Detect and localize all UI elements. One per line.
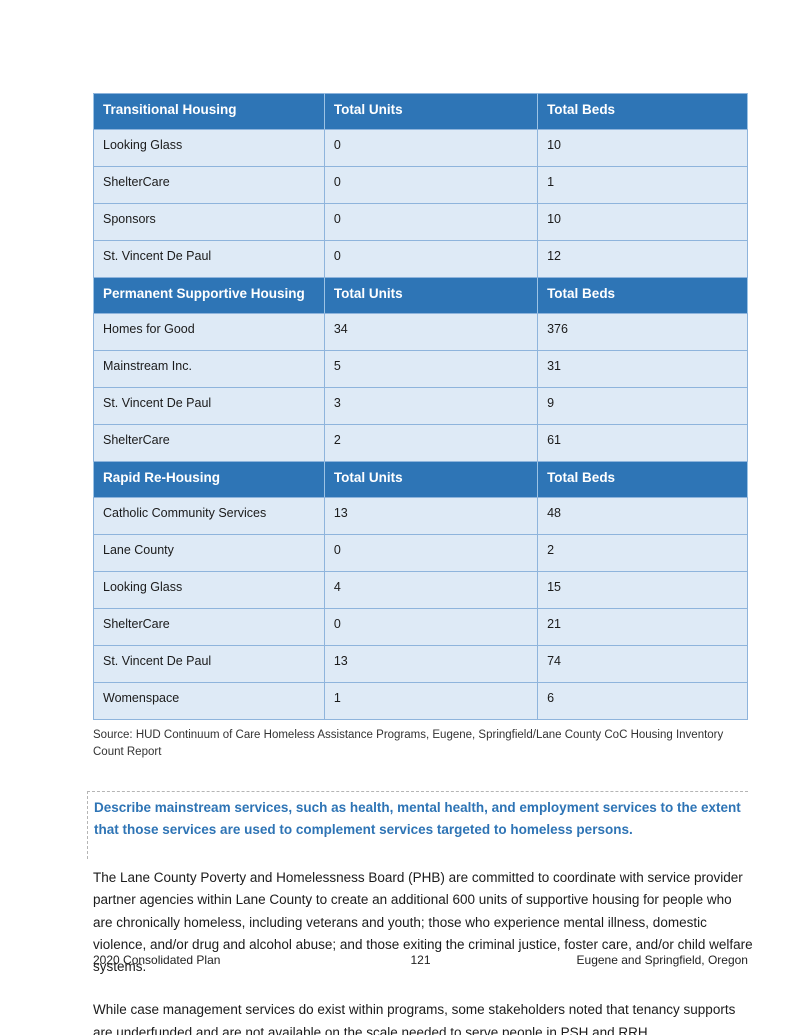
beds-cell: 10	[537, 203, 748, 241]
units-cell: 0	[323, 608, 539, 646]
units-cell: 13	[323, 497, 539, 535]
units-cell: 5	[323, 350, 539, 388]
beds-cell: 2	[537, 534, 748, 572]
beds-cell: 15	[537, 571, 748, 609]
units-cell: 0	[323, 534, 539, 572]
table-row: Sponsors 0 10	[93, 203, 748, 241]
table-row: ShelterCare 2 61	[93, 424, 748, 462]
beds-cell: 10	[537, 129, 748, 167]
beds-cell: 376	[537, 313, 748, 351]
body-paragraph-2: While case management services do exist …	[93, 1002, 736, 1035]
provider-cell: Sponsors	[93, 203, 325, 241]
table-row: Mainstream Inc. 5 31	[93, 350, 748, 388]
beds-cell: 61	[537, 424, 748, 462]
units-cell: 1	[323, 682, 539, 720]
provider-cell: Looking Glass	[93, 129, 325, 167]
section-title: Transitional Housing	[93, 93, 325, 130]
question-text: Describe mainstream services, such as he…	[94, 800, 741, 837]
table-row: St. Vincent De Paul 3 9	[93, 387, 748, 425]
provider-cell: Looking Glass	[93, 571, 325, 609]
units-cell: 13	[323, 645, 539, 683]
units-cell: 0	[323, 129, 539, 167]
beds-cell: 21	[537, 608, 748, 646]
table-row: Lane County 0 2	[93, 534, 748, 572]
beds-cell: 31	[537, 350, 748, 388]
provider-cell: ShelterCare	[93, 424, 325, 462]
table-row: St. Vincent De Paul 13 74	[93, 645, 748, 683]
provider-cell: Mainstream Inc.	[93, 350, 325, 388]
beds-cell: 9	[537, 387, 748, 425]
col-header-total-units: Total Units	[323, 93, 539, 130]
body-paragraph-1: The Lane County Poverty and Homelessness…	[93, 870, 753, 975]
section-title: Permanent Supportive Housing	[93, 277, 325, 314]
col-header-total-beds: Total Beds	[537, 93, 748, 130]
provider-cell: St. Vincent De Paul	[93, 645, 325, 683]
table-row: ShelterCare 0 1	[93, 166, 748, 204]
beds-cell: 1	[537, 166, 748, 204]
units-cell: 4	[323, 571, 539, 609]
section-header-row-psh: Permanent Supportive Housing Total Units…	[93, 277, 748, 314]
beds-cell: 48	[537, 497, 748, 535]
footer-document-title: 2020 Consolidated Plan	[93, 953, 221, 967]
provider-cell: Womenspace	[93, 682, 325, 720]
units-cell: 3	[323, 387, 539, 425]
col-header-total-units: Total Units	[323, 277, 539, 314]
table-row: Looking Glass 0 10	[93, 129, 748, 167]
table-row: ShelterCare 0 21	[93, 608, 748, 646]
beds-cell: 74	[537, 645, 748, 683]
provider-cell: Catholic Community Services	[93, 497, 325, 535]
col-header-total-beds: Total Beds	[537, 277, 748, 314]
provider-cell: Homes for Good	[93, 313, 325, 351]
provider-cell: St. Vincent De Paul	[93, 387, 325, 425]
footer-page-number: 121	[410, 953, 431, 967]
footer-location: Eugene and Springfield, Oregon	[576, 953, 748, 967]
section-header-row-transitional: Transitional Housing Total Units Total B…	[93, 93, 748, 130]
col-header-total-units: Total Units	[323, 461, 539, 498]
table-row: Homes for Good 34 376	[93, 313, 748, 351]
beds-cell: 12	[537, 240, 748, 278]
section-header-row-rrh: Rapid Re-Housing Total Units Total Beds	[93, 461, 748, 498]
table-row: Looking Glass 4 15	[93, 571, 748, 609]
provider-cell: ShelterCare	[93, 166, 325, 204]
col-header-total-beds: Total Beds	[537, 461, 748, 498]
housing-inventory-table: Transitional Housing Total Units Total B…	[93, 93, 748, 720]
table-row: Catholic Community Services 13 48	[93, 497, 748, 535]
provider-cell: Lane County	[93, 534, 325, 572]
section-title: Rapid Re-Housing	[93, 461, 325, 498]
units-cell: 0	[323, 240, 539, 278]
table-source-note: Source: HUD Continuum of Care Homeless A…	[93, 729, 724, 758]
units-cell: 0	[323, 166, 539, 204]
table-row: St. Vincent De Paul 0 12	[93, 240, 748, 278]
units-cell: 0	[323, 203, 539, 241]
question-box: Describe mainstream services, such as he…	[87, 791, 748, 859]
provider-cell: ShelterCare	[93, 608, 325, 646]
units-cell: 34	[323, 313, 539, 351]
beds-cell: 6	[537, 682, 748, 720]
table-row: Womenspace 1 6	[93, 682, 748, 720]
units-cell: 2	[323, 424, 539, 462]
provider-cell: St. Vincent De Paul	[93, 240, 325, 278]
page-footer: 2020 Consolidated Plan 121 Eugene and Sp…	[93, 953, 748, 967]
